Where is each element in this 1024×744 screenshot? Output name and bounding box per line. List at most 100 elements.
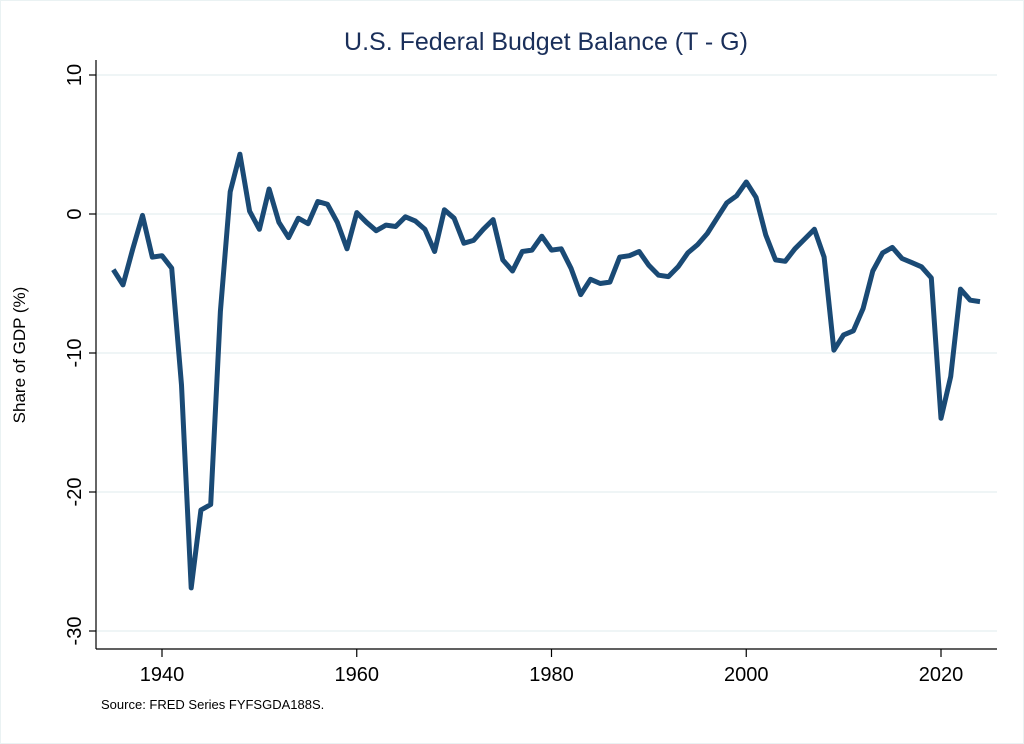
data-point xyxy=(199,508,203,512)
y-tick-label: 0 xyxy=(64,208,86,219)
data-point xyxy=(968,298,972,302)
data-point xyxy=(257,227,261,231)
data-point xyxy=(618,255,622,259)
data-point xyxy=(248,209,252,213)
data-point xyxy=(452,216,456,220)
data-point xyxy=(462,241,466,245)
data-point xyxy=(579,293,583,297)
data-point xyxy=(472,238,476,242)
data-point xyxy=(179,383,183,387)
x-tick-label: 2000 xyxy=(724,664,769,686)
x-tick-label: 1940 xyxy=(140,664,185,686)
y-tick-label: -30 xyxy=(64,617,86,646)
data-point xyxy=(189,586,193,590)
y-tick-label: -20 xyxy=(64,478,86,507)
data-point xyxy=(238,152,242,156)
data-point xyxy=(608,280,612,284)
data-point xyxy=(744,180,748,184)
data-point xyxy=(550,248,554,252)
data-point xyxy=(121,283,125,287)
data-point xyxy=(316,199,320,203)
data-point xyxy=(686,251,690,255)
data-point xyxy=(783,259,787,263)
data-point xyxy=(355,211,359,215)
data-point xyxy=(803,237,807,241)
data-point xyxy=(812,227,816,231)
data-point xyxy=(793,247,797,251)
series-line xyxy=(111,151,981,591)
data-point xyxy=(326,202,330,206)
data-point xyxy=(345,247,349,251)
data-point xyxy=(296,216,300,220)
data-point xyxy=(384,223,388,227)
data-point xyxy=(676,265,680,269)
data-point xyxy=(111,268,115,272)
axes xyxy=(95,60,997,650)
data-point xyxy=(170,266,174,270)
data-point xyxy=(160,254,164,258)
gridlines xyxy=(96,74,997,632)
data-point xyxy=(403,215,407,219)
y-axis-label: Share of GDP (%) xyxy=(10,287,29,424)
data-point xyxy=(228,190,232,194)
y-tick-label: 10 xyxy=(64,64,86,86)
data-point xyxy=(929,276,933,280)
data-point xyxy=(637,250,641,254)
data-point xyxy=(881,251,885,255)
data-point xyxy=(978,300,982,304)
data-point xyxy=(559,247,563,251)
x-tick-label: 2020 xyxy=(919,664,964,686)
data-point xyxy=(764,233,768,237)
data-point xyxy=(150,255,154,259)
data-point xyxy=(920,265,924,269)
y-tick-label: -10 xyxy=(64,339,86,368)
data-point xyxy=(832,348,836,352)
chart-title: U.S. Federal Budget Balance (T - G) xyxy=(344,28,748,56)
data-point xyxy=(433,250,437,254)
data-point xyxy=(842,333,846,337)
data-point xyxy=(598,282,602,286)
data-point xyxy=(413,219,417,223)
data-point xyxy=(900,256,904,260)
data-point xyxy=(277,220,281,224)
data-point xyxy=(364,220,368,224)
data-point xyxy=(773,258,777,262)
data-point xyxy=(394,225,398,229)
data-point xyxy=(871,269,875,273)
data-point xyxy=(218,309,222,313)
data-point xyxy=(335,220,339,224)
data-point xyxy=(481,227,485,231)
data-point xyxy=(666,275,670,279)
data-point xyxy=(949,375,953,379)
data-point xyxy=(715,216,719,220)
data-point xyxy=(374,229,378,233)
ticks: 10 0 -10 -20 -30 1940 1960 1980 2000 2020 xyxy=(64,64,963,686)
data-point xyxy=(705,231,709,235)
data-point xyxy=(851,329,855,333)
data-point xyxy=(423,227,427,231)
data-point xyxy=(890,245,894,249)
x-tick-label: 1960 xyxy=(335,664,380,686)
data-point xyxy=(754,195,758,199)
data-point xyxy=(822,255,826,259)
data-point xyxy=(306,222,310,226)
data-point xyxy=(569,266,573,270)
data-point xyxy=(511,269,515,273)
data-point xyxy=(696,243,700,247)
data-point xyxy=(627,254,631,258)
data-point xyxy=(939,416,943,420)
data-point xyxy=(647,263,651,267)
data-point xyxy=(141,213,145,217)
data-point xyxy=(442,208,446,212)
data-point xyxy=(209,503,213,507)
data-point xyxy=(657,273,661,277)
data-point xyxy=(588,277,592,281)
source-note: Source: FRED Series FYFSGDA188S. xyxy=(101,697,324,712)
data-point xyxy=(725,201,729,205)
data-point xyxy=(861,307,865,311)
data-point xyxy=(491,218,495,222)
data-point xyxy=(131,247,135,251)
data-point xyxy=(267,187,271,191)
data-point xyxy=(520,250,524,254)
